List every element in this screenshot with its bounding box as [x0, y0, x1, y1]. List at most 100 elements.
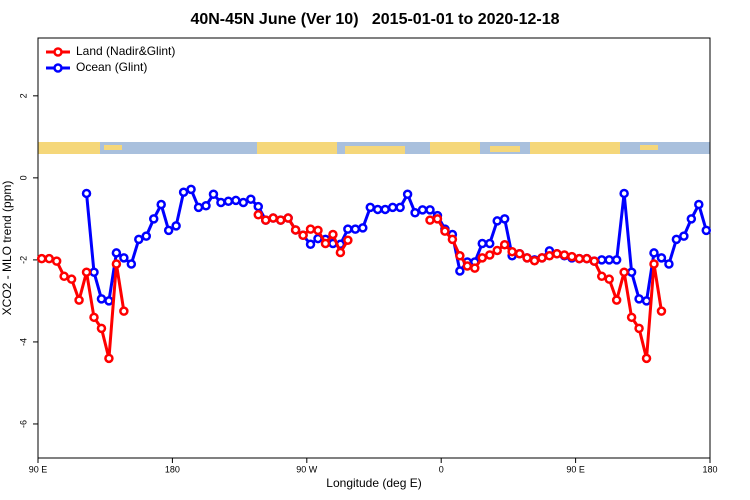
x-tick-label: 90 W — [296, 464, 318, 474]
x-tick-label: 0 — [439, 464, 444, 474]
data-point — [649, 259, 659, 269]
data-point — [74, 295, 84, 305]
data-point — [231, 195, 241, 206]
data-point — [320, 238, 331, 249]
data-point — [89, 312, 99, 323]
data-point — [193, 202, 204, 213]
data-point — [372, 204, 383, 215]
data-point — [89, 267, 99, 277]
data-point — [679, 231, 689, 241]
x-tick-label: 180 — [702, 464, 717, 474]
data-point — [656, 253, 667, 263]
data-point — [395, 202, 405, 213]
x-tick-label: 180 — [165, 464, 180, 474]
data-point — [537, 253, 547, 263]
data-point — [499, 214, 510, 224]
data-point — [350, 224, 361, 234]
data-point — [268, 213, 278, 223]
data-point — [51, 256, 62, 266]
data-point — [694, 199, 704, 210]
data-point — [365, 202, 376, 213]
data-point — [470, 263, 480, 273]
data-point — [148, 214, 159, 224]
data-point — [36, 253, 47, 264]
data-point — [126, 259, 137, 269]
data-point — [484, 238, 495, 249]
strip-land — [430, 142, 480, 154]
data-point — [634, 294, 644, 304]
data-point — [201, 201, 211, 211]
data-point — [492, 245, 502, 256]
data-point — [186, 184, 196, 195]
data-point — [141, 231, 152, 241]
data-point — [134, 234, 144, 245]
data-point — [111, 248, 122, 258]
strip-land — [345, 146, 405, 154]
data-point — [656, 306, 667, 316]
data-point — [313, 225, 323, 236]
data-point — [96, 323, 107, 334]
data-point — [298, 230, 308, 241]
land-ocean-strip — [38, 142, 710, 154]
data-point — [246, 194, 256, 204]
chart-title: 40N-45N June (Ver 10) 2015-01-01 to 2020… — [190, 11, 559, 28]
data-point — [552, 248, 562, 259]
y-tick-label: 0 — [18, 175, 28, 180]
data-point — [522, 253, 532, 263]
data-point — [484, 250, 495, 260]
data-point — [432, 214, 443, 224]
data-point — [253, 201, 264, 212]
data-point — [649, 248, 659, 258]
legend-marker — [53, 47, 63, 57]
data-point — [507, 246, 517, 257]
data-point — [402, 189, 413, 200]
series-line — [41, 213, 663, 360]
x-tick-label: 90 E — [29, 464, 48, 474]
data-point — [477, 253, 488, 263]
data-point — [604, 255, 614, 265]
data-point — [260, 215, 271, 225]
data-point — [223, 196, 234, 206]
data-point — [634, 323, 644, 334]
data-point — [380, 204, 390, 215]
data-point — [328, 229, 338, 240]
data-point — [81, 188, 92, 199]
data-point — [477, 238, 488, 249]
data-point — [335, 247, 346, 258]
data-point — [447, 234, 458, 245]
data-point — [701, 225, 712, 236]
data-point — [440, 226, 450, 236]
strip-land — [490, 146, 520, 152]
y-tick-label: -4 — [18, 338, 28, 346]
data-point — [664, 259, 674, 269]
plot-frame — [37, 37, 711, 459]
data-point — [611, 295, 622, 305]
data-point — [529, 255, 540, 266]
data-point — [208, 189, 219, 200]
data-point — [544, 251, 555, 261]
data-point — [275, 215, 286, 225]
strip-land — [530, 142, 620, 154]
data-point — [163, 225, 174, 236]
data-point — [81, 267, 92, 277]
data-point — [343, 224, 353, 234]
data-point — [641, 296, 652, 306]
data-point — [178, 187, 189, 197]
y-tick-label: 2 — [18, 93, 28, 98]
data-point — [44, 253, 54, 264]
y-axis-label: XCO2 - MLO trend (ppm) — [0, 181, 14, 316]
strip-land — [104, 145, 122, 150]
legend-label: Land (Nadir&Glint) — [76, 44, 175, 58]
data-point — [66, 274, 77, 284]
data-point — [574, 253, 585, 264]
data-point — [104, 296, 114, 306]
data-point — [619, 267, 629, 277]
data-point — [559, 250, 570, 260]
data-point — [343, 235, 353, 245]
data-point — [305, 239, 316, 250]
data-point — [104, 353, 114, 364]
data-point — [626, 312, 637, 323]
data-point — [499, 239, 510, 250]
